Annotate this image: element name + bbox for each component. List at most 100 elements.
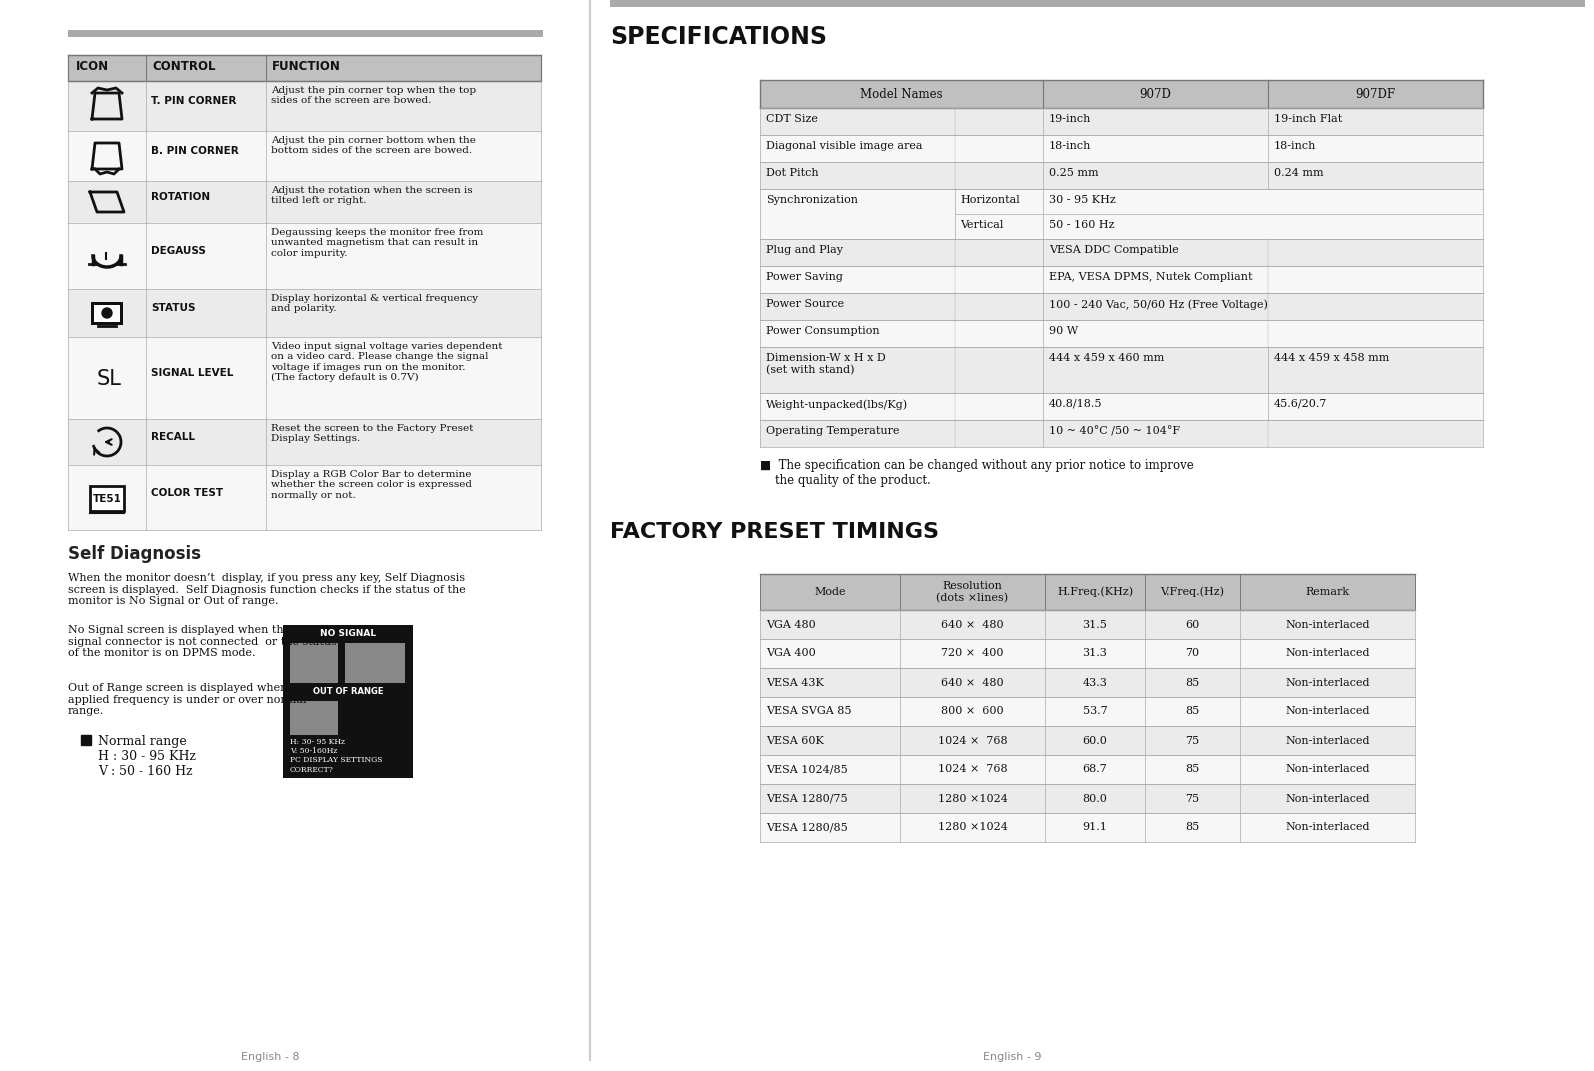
- Text: Model Names: Model Names: [861, 88, 942, 101]
- Text: 91.1: 91.1: [1082, 823, 1108, 832]
- Bar: [760, 320, 1042, 347]
- Text: 50 - 160 Hz: 50 - 160 Hz: [1049, 220, 1114, 230]
- Bar: [1042, 135, 1267, 162]
- Text: Adjust the rotation when the screen is
tilted left or right.: Adjust the rotation when the screen is t…: [271, 186, 473, 206]
- Bar: [69, 337, 540, 419]
- Bar: [94, 305, 120, 322]
- Text: Adjust the pin corner bottom when the
bottom sides of the screen are bowed.: Adjust the pin corner bottom when the bo…: [271, 136, 477, 155]
- Bar: [760, 239, 1042, 266]
- Bar: [760, 784, 1415, 813]
- Text: ROTATION: ROTATION: [151, 192, 210, 202]
- Text: VESA 60K: VESA 60K: [767, 736, 824, 745]
- Text: Display a RGB Color Bar to determine
whether the screen color is expressed
norma: Display a RGB Color Bar to determine whe…: [271, 470, 472, 500]
- Text: VGA 480: VGA 480: [767, 619, 816, 630]
- Text: 85: 85: [1186, 823, 1200, 832]
- Bar: [1267, 347, 1482, 393]
- Circle shape: [102, 308, 112, 318]
- Text: T. PIN CORNER: T. PIN CORNER: [151, 96, 236, 106]
- Bar: [760, 188, 955, 239]
- Bar: [760, 162, 1042, 188]
- Bar: [69, 181, 540, 223]
- Text: CONTROL: CONTROL: [151, 60, 215, 73]
- Bar: [760, 293, 1042, 320]
- Text: 60: 60: [1186, 619, 1200, 630]
- Text: Self Diagnosis: Self Diagnosis: [69, 545, 201, 563]
- Text: Non-interlaced: Non-interlaced: [1285, 823, 1369, 832]
- Text: 800 ×  600: 800 × 600: [940, 707, 1004, 716]
- Text: Mode: Mode: [815, 587, 846, 597]
- Bar: [760, 813, 1415, 842]
- Text: Non-interlaced: Non-interlaced: [1285, 736, 1369, 745]
- Text: COLOR TEST: COLOR TEST: [151, 487, 223, 498]
- Bar: [69, 131, 540, 181]
- Text: 85: 85: [1186, 707, 1200, 716]
- Text: 90 W: 90 W: [1049, 326, 1078, 336]
- Text: 18-inch: 18-inch: [1274, 141, 1317, 151]
- Bar: [1267, 162, 1482, 188]
- Text: 18-inch: 18-inch: [1049, 141, 1092, 151]
- Bar: [760, 80, 1042, 108]
- Text: Diagonal visible image area: Diagonal visible image area: [767, 141, 923, 151]
- Text: Normal range
H : 30 - 95 KHz
V : 50 - 160 Hz: Normal range H : 30 - 95 KHz V : 50 - 16…: [97, 735, 196, 778]
- Text: Non-interlaced: Non-interlaced: [1285, 649, 1369, 659]
- Bar: [1042, 108, 1267, 135]
- Text: 45.6/20.7: 45.6/20.7: [1274, 399, 1328, 409]
- Text: Display horizontal & vertical frequency
and polarity.: Display horizontal & vertical frequency …: [271, 295, 478, 314]
- Text: VESA 1280/75: VESA 1280/75: [767, 794, 848, 803]
- Text: English - 9: English - 9: [983, 1052, 1042, 1062]
- Text: 70: 70: [1186, 649, 1200, 659]
- Bar: [1042, 162, 1267, 188]
- Text: 43.3: 43.3: [1082, 678, 1108, 688]
- Text: 53.7: 53.7: [1082, 707, 1108, 716]
- Text: Remark: Remark: [1305, 587, 1350, 597]
- Text: Operating Temperature: Operating Temperature: [767, 426, 899, 436]
- Text: 31.3: 31.3: [1082, 649, 1108, 659]
- Text: 40.8/18.5: 40.8/18.5: [1049, 399, 1103, 409]
- Text: OUT OF RANGE: OUT OF RANGE: [312, 687, 383, 696]
- Text: VESA 43K: VESA 43K: [767, 678, 824, 688]
- Text: NO SIGNAL: NO SIGNAL: [320, 629, 376, 638]
- Text: 10 ~ 40°C /50 ~ 104°F: 10 ~ 40°C /50 ~ 104°F: [1049, 426, 1180, 436]
- Text: H.Freq.(KHz): H.Freq.(KHz): [1057, 587, 1133, 598]
- Bar: [290, 702, 338, 735]
- Text: 444 x 459 x 458 mm: 444 x 459 x 458 mm: [1274, 353, 1390, 363]
- Text: 1024 ×  768: 1024 × 768: [937, 765, 1007, 774]
- Text: Dot Pitch: Dot Pitch: [767, 168, 819, 178]
- Text: English - 8: English - 8: [241, 1052, 300, 1062]
- Text: 1280 ×1024: 1280 ×1024: [937, 823, 1007, 832]
- Text: 85: 85: [1186, 765, 1200, 774]
- Text: Non-interlaced: Non-interlaced: [1285, 678, 1369, 688]
- Text: Non-interlaced: Non-interlaced: [1285, 707, 1369, 716]
- Bar: [1042, 293, 1482, 320]
- Bar: [1042, 266, 1482, 293]
- Bar: [1042, 420, 1482, 447]
- Bar: [91, 302, 123, 325]
- Text: Video input signal voltage varies dependent
on a video card. Please change the s: Video input signal voltage varies depend…: [271, 342, 502, 382]
- Text: Non-interlaced: Non-interlaced: [1285, 794, 1369, 803]
- Text: Weight-unpacked(lbs/Kg): Weight-unpacked(lbs/Kg): [767, 399, 909, 409]
- Text: V.Freq.(Hz): V.Freq.(Hz): [1160, 587, 1224, 598]
- Text: Power Consumption: Power Consumption: [767, 326, 880, 336]
- Text: 19-inch: 19-inch: [1049, 114, 1092, 124]
- Text: Non-interlaced: Non-interlaced: [1285, 619, 1369, 630]
- Text: 75: 75: [1186, 736, 1200, 745]
- Bar: [284, 625, 413, 693]
- Text: VESA SVGA 85: VESA SVGA 85: [767, 707, 851, 716]
- Bar: [1042, 214, 1482, 239]
- Bar: [1042, 80, 1267, 108]
- Bar: [760, 135, 1042, 162]
- Bar: [1267, 393, 1482, 420]
- Text: B. PIN CORNER: B. PIN CORNER: [151, 146, 239, 156]
- Text: Non-interlaced: Non-interlaced: [1285, 765, 1369, 774]
- Bar: [69, 223, 540, 289]
- Text: 100 - 240 Vac, 50/60 Hz (Free Voltage): 100 - 240 Vac, 50/60 Hz (Free Voltage): [1049, 299, 1267, 310]
- Bar: [760, 668, 1415, 697]
- Text: Adjust the pin corner top when the top
sides of the screen are bowed.: Adjust the pin corner top when the top s…: [271, 86, 477, 105]
- Text: ICON: ICON: [77, 60, 108, 73]
- Bar: [760, 726, 1415, 755]
- Bar: [69, 289, 540, 337]
- Bar: [760, 347, 1042, 393]
- Text: 0.24 mm: 0.24 mm: [1274, 168, 1323, 178]
- Bar: [1267, 108, 1482, 135]
- Text: DEGAUSS: DEGAUSS: [151, 246, 206, 256]
